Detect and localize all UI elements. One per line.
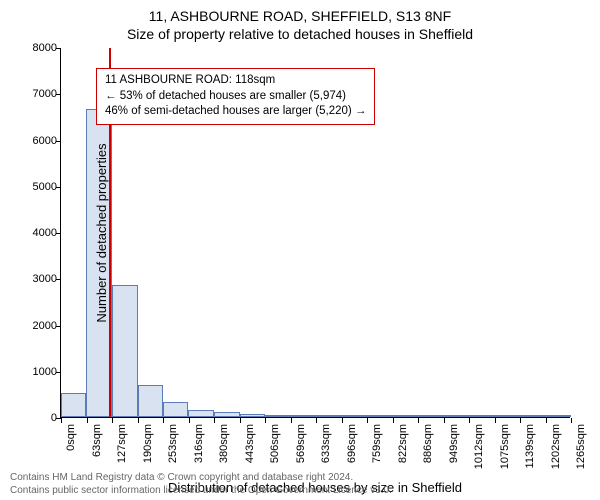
histogram-bar (290, 415, 315, 417)
y-tick-mark (56, 48, 61, 49)
footer-line-1: Contains HM Land Registry data © Crown c… (10, 472, 590, 485)
y-tick-mark (56, 141, 61, 142)
info-box-line: 11 ASHBOURNE ROAD: 118sqm (105, 73, 366, 89)
plot-area: 0100020003000400050006000700080000sqm63s… (60, 48, 570, 418)
x-tick-mark (393, 418, 394, 423)
histogram-bar (520, 415, 545, 417)
x-tick-label: 506sqm (269, 424, 281, 463)
histogram-bar (342, 415, 367, 417)
y-tick-mark (56, 279, 61, 280)
x-tick-mark (112, 418, 113, 423)
x-tick-mark (571, 418, 572, 423)
x-tick-label: 759sqm (371, 424, 383, 463)
x-tick-mark (520, 418, 521, 423)
x-tick-mark (189, 418, 190, 423)
x-tick-label: 253sqm (167, 424, 179, 463)
footer-attribution: Contains HM Land Registry data © Crown c… (10, 472, 590, 497)
page-title: 11, ASHBOURNE ROAD, SHEFFIELD, S13 8NF (0, 8, 600, 24)
footer-line-2: Contains public sector information licen… (10, 485, 590, 498)
y-tick-label: 2000 (23, 320, 57, 332)
histogram-bar (494, 415, 519, 417)
histogram-bar (469, 415, 494, 417)
property-info-box: 11 ASHBOURNE ROAD: 118sqm← 53% of detach… (96, 68, 375, 125)
x-tick-mark (367, 418, 368, 423)
histogram-bar (546, 415, 571, 417)
histogram-bar (61, 393, 86, 417)
histogram-bar (316, 415, 341, 417)
histogram-bar (444, 415, 469, 417)
histogram-bar (214, 412, 239, 417)
x-tick-mark (546, 418, 547, 423)
y-tick-mark (56, 326, 61, 327)
histogram-bar (188, 410, 213, 417)
y-tick-mark (56, 94, 61, 95)
y-tick-label: 6000 (23, 135, 57, 147)
histogram-bar (392, 415, 417, 417)
x-tick-label: 316sqm (193, 424, 205, 463)
histogram-bar (163, 402, 188, 417)
x-tick-mark (469, 418, 470, 423)
x-tick-mark (418, 418, 419, 423)
x-tick-mark (240, 418, 241, 423)
histogram-bar (265, 415, 290, 417)
info-box-line: ← 53% of detached houses are smaller (5,… (105, 89, 366, 105)
x-tick-label: 822sqm (397, 424, 409, 463)
x-tick-mark (87, 418, 88, 423)
x-tick-mark (316, 418, 317, 423)
x-tick-label: 1012sqm (473, 424, 485, 469)
histogram-bar (240, 414, 265, 417)
x-tick-label: 190sqm (142, 424, 154, 463)
histogram-bar (418, 415, 443, 417)
y-tick-label: 5000 (23, 181, 57, 193)
histogram-chart: 0100020003000400050006000700080000sqm63s… (60, 48, 570, 418)
x-tick-label: 443sqm (244, 424, 256, 463)
x-tick-mark (444, 418, 445, 423)
x-tick-mark (214, 418, 215, 423)
x-tick-mark (163, 418, 164, 423)
x-tick-label: 1139sqm (524, 424, 536, 468)
y-tick-label: 4000 (23, 227, 57, 239)
page-subtitle: Size of property relative to detached ho… (0, 26, 600, 42)
info-box-line: 46% of semi-detached houses are larger (… (105, 104, 366, 120)
x-tick-label: 886sqm (422, 424, 434, 463)
x-tick-label: 1202sqm (550, 424, 562, 469)
x-tick-label: 1265sqm (575, 424, 587, 469)
x-tick-label: 696sqm (346, 424, 358, 463)
y-tick-label: 7000 (23, 88, 57, 100)
y-tick-mark (56, 187, 61, 188)
y-tick-mark (56, 372, 61, 373)
y-tick-label: 0 (23, 412, 57, 424)
x-tick-label: 380sqm (218, 424, 230, 463)
x-tick-label: 63sqm (91, 424, 103, 457)
x-tick-label: 1075sqm (499, 424, 511, 469)
x-tick-mark (342, 418, 343, 423)
histogram-bar (138, 385, 163, 417)
x-tick-mark (291, 418, 292, 423)
x-tick-label: 0sqm (65, 424, 77, 451)
x-tick-label: 127sqm (116, 424, 128, 463)
x-tick-mark (265, 418, 266, 423)
x-tick-label: 569sqm (295, 424, 307, 463)
x-tick-mark (61, 418, 62, 423)
histogram-bar (367, 415, 392, 417)
y-tick-mark (56, 233, 61, 234)
x-tick-mark (138, 418, 139, 423)
y-axis-label: Number of detached properties (94, 143, 109, 322)
histogram-bar (112, 285, 137, 417)
y-tick-label: 8000 (23, 42, 57, 54)
x-tick-label: 949sqm (448, 424, 460, 463)
x-tick-mark (495, 418, 496, 423)
x-tick-label: 633sqm (320, 424, 332, 463)
y-tick-label: 1000 (23, 366, 57, 378)
y-tick-label: 3000 (23, 273, 57, 285)
